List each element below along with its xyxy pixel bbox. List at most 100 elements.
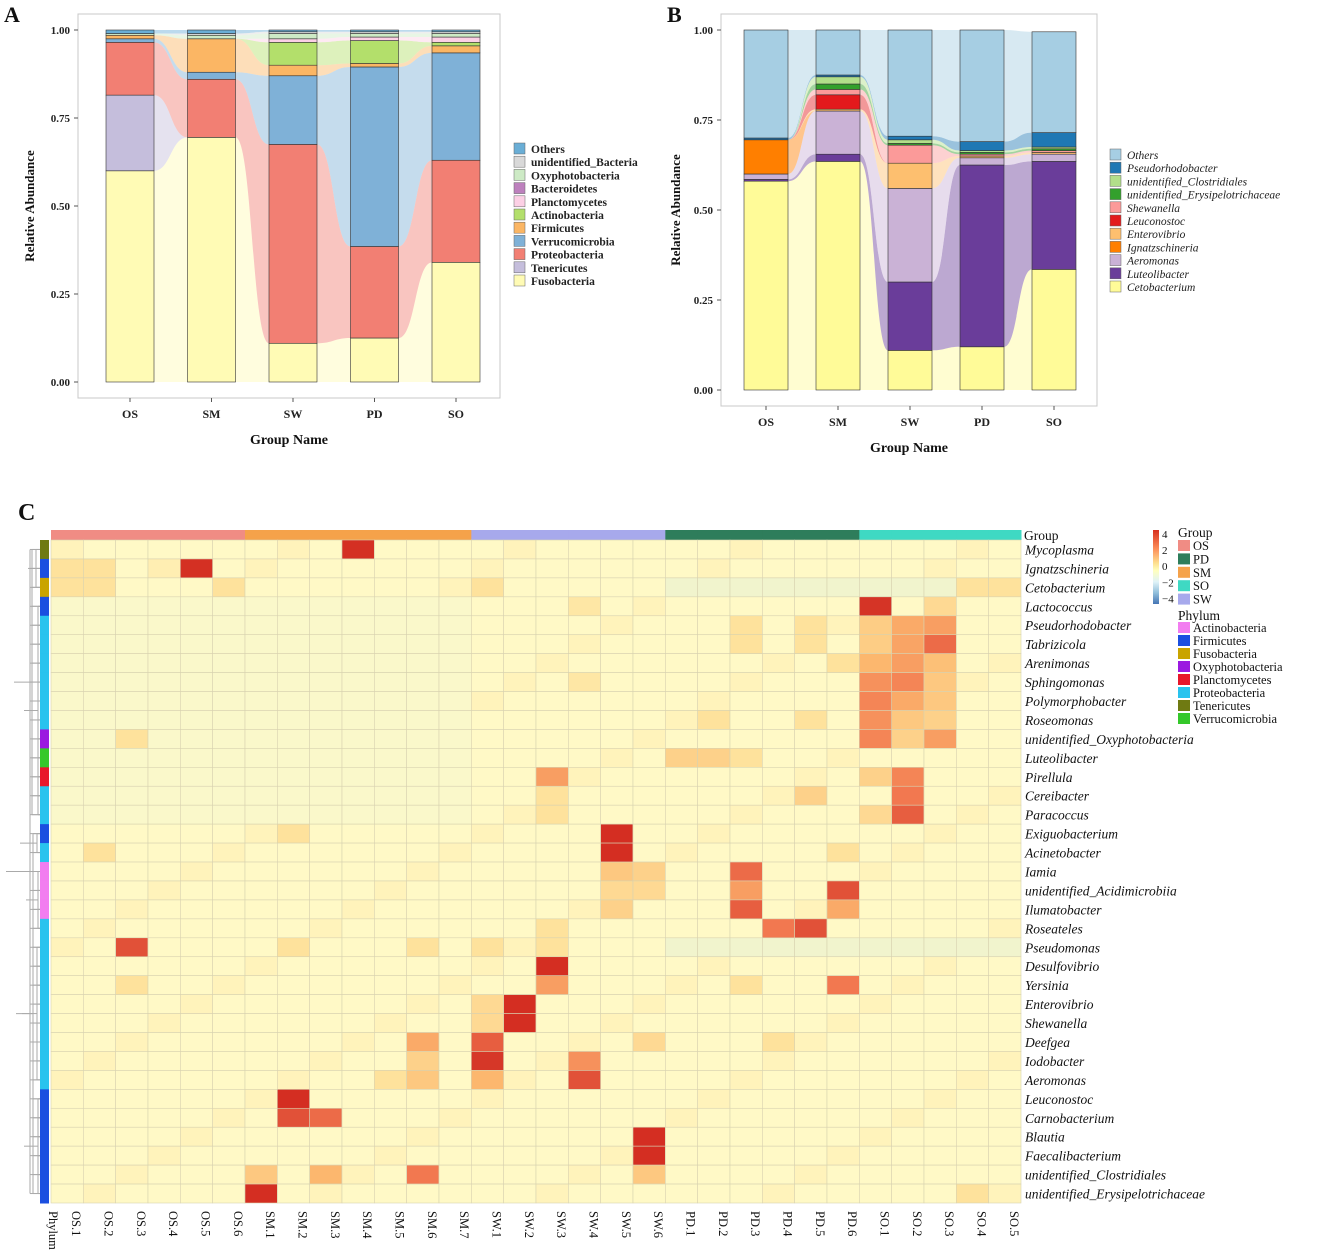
heatmap-cell-pseudomonas-so-3	[923, 937, 957, 958]
heatmap-cell-lactococcus-sw-2	[503, 596, 537, 617]
heatmap-cell-roseomonas-sm-6	[406, 710, 440, 730]
legend-swatch-firmicutes	[513, 221, 526, 234]
heatmap-cell-roseomonas-pd-3	[729, 710, 763, 730]
heatmap-cell-aeromonas-os-5	[180, 1070, 213, 1090]
legend-label-verrucomicrobia: Verrucomicrobia	[531, 236, 615, 248]
flow-band-others	[317, 30, 351, 32]
heatmap-cell-iodobacter-so-3	[923, 1051, 957, 1071]
heatmap-cell-acinetobacter-sw-4	[568, 842, 601, 863]
row-label-unidentified-oxyphotobacteria: unidentified_Oxyphotobacteria	[1025, 732, 1194, 747]
heatmap-cell-leuconostoc-sw-5	[600, 1089, 634, 1109]
heatmap-cell-unidentified-erysipelotrichaceae-os-1	[50, 1183, 84, 1204]
phylum-bar-polymorphobacter	[40, 691, 49, 711]
group-bar-sm-2	[277, 530, 311, 540]
heatmap-cell-unidentified-clostridiales-os-6	[212, 1164, 246, 1185]
flow-band-fusobacteria	[398, 262, 432, 382]
row-label-shewanella: Shewanella	[1025, 1016, 1087, 1031]
heatmap-cell-unidentified-acidimicrobiia-pd-4	[762, 880, 795, 901]
heatmap-cell-ignatzschineria-sm-2	[277, 558, 310, 579]
panel-c: C Group Mycoplasma Ignatzschineria Cetobacte…	[0, 482, 1325, 1255]
flow-band-oxyphotobacteria	[317, 33, 351, 39]
heatmap-cell-pirellula-pd-6	[826, 767, 860, 787]
heatmap-cell-acinetobacter-os-6	[212, 842, 246, 863]
phylum-bar-iodobacter	[40, 1051, 49, 1071]
heatmap-cell-luteolibacter-os-2	[83, 748, 116, 768]
heatmap-cell-luteolibacter-pd-4	[762, 748, 795, 768]
heatmap-cell-pseudorhodobacter-sm-2	[277, 615, 310, 636]
heatmap-cell-unidentified-erysipelotrichaceae-sm-5	[374, 1183, 407, 1204]
heatmap-cell-pirellula-sm-7	[438, 767, 472, 787]
heatmap-cell-desulfovibrio-sm-1	[244, 956, 278, 976]
heatmap-cell-tabrizicola-os-1	[50, 634, 84, 654]
flow-band-cetobacterium	[932, 346, 960, 390]
heatmap-cell-unidentified-clostridiales-sm-5	[374, 1164, 407, 1185]
heatmap-cell-aeromonas-pd-6	[826, 1070, 860, 1090]
heatmap-cell-pseudorhodobacter-sw-6	[632, 615, 666, 636]
heatmap-cell-roseomonas-pd-5	[794, 710, 828, 730]
col-label-so-3: SO.3	[942, 1211, 956, 1236]
heatmap-cell-cereibacter-so-2	[891, 785, 925, 806]
heatmap-cell-ignatzschineria-sm-1	[244, 558, 278, 579]
heatmap-cell-yersinia-sw-6	[632, 975, 666, 995]
flow-band-fusobacteria	[235, 137, 269, 382]
flow-band-aeromonas	[1004, 154, 1032, 165]
heatmap-cell-desulfovibrio-pd-4	[762, 956, 795, 976]
phylum-bar-unidentified-acidimicrobiia	[40, 880, 49, 901]
heatmap-cell-lactococcus-sm-2	[277, 596, 310, 617]
heatmap-cell-carnobacterium-sm-1	[244, 1107, 278, 1128]
heatmap-cell-faecalibacterium-sm-1	[244, 1145, 278, 1166]
bar-segment-os-fusobacteria	[105, 170, 155, 383]
heatmap-cell-exiguobacterium-sw-2	[503, 823, 537, 844]
legend-label-aeromonas: Aeromonas	[1126, 256, 1179, 268]
heatmap-cell-cereibacter-pd-5	[794, 785, 828, 806]
legend-group-label-pd: PD	[1193, 552, 1209, 566]
heatmap-cell-aeromonas-sw-4	[568, 1070, 601, 1090]
col-label-sm-7: SM.7	[457, 1211, 471, 1238]
heatmap-cell-enterovibrio-so-5	[988, 994, 1022, 1014]
heatmap-cell-cereibacter-pd-1	[665, 785, 698, 806]
heatmap-cell-mycoplasma-sm-3	[309, 539, 343, 560]
heatmap-cell-unidentified-oxyphotobacteria-os-2	[83, 729, 116, 749]
col-label-sm-5: SM.5	[393, 1211, 407, 1238]
bar-segment-os-firmicutes	[105, 34, 155, 40]
flow-band-actinobacteria	[317, 40, 351, 66]
flow-band-unidentified-bacteria	[317, 31, 351, 34]
flow-band-firmicutes	[398, 45, 432, 67]
heatmap-cell-cereibacter-sm-2	[277, 785, 310, 806]
flow-band-leuconostoc	[860, 94, 888, 164]
heatmap-cell-iodobacter-sw-1	[471, 1051, 504, 1071]
heatmap-cell-luteolibacter-sm-5	[374, 748, 407, 768]
col-label-sm-6: SM.6	[425, 1211, 439, 1238]
flow-band-fusobacteria	[154, 137, 188, 382]
heatmap-cell-roseateles-pd-6	[826, 918, 860, 939]
heatmap-cell-cereibacter-sw-6	[632, 785, 666, 806]
heatmap-cell-shewanella-pd-3	[729, 1013, 763, 1033]
heatmap-cell-sphingomonas-os-1	[50, 672, 84, 692]
heatmap-cell-acinetobacter-os-1	[50, 842, 84, 863]
heatmap-cell-tabrizicola-os-3	[115, 634, 149, 654]
heatmap-cell-carnobacterium-so-3	[923, 1107, 957, 1128]
heatmap-cell-cetobacterium-so-5	[988, 577, 1022, 598]
heatmap-cell-exiguobacterium-sm-6	[406, 823, 440, 844]
heatmap-cell-cetobacterium-so-4	[956, 577, 989, 598]
heatmap-cell-iamia-os-5	[180, 861, 213, 882]
heatmap-cell-yersinia-os-4	[147, 975, 181, 995]
heatmap-cell-faecalibacterium-so-5	[988, 1145, 1022, 1166]
heatmap-cell-polymorphobacter-os-5	[180, 691, 213, 711]
heatmap-cell-unidentified-oxyphotobacteria-sm-6	[406, 729, 440, 749]
phylum-bar-unidentified-oxyphotobacteria	[40, 729, 49, 749]
heatmap-cell-tabrizicola-os-6	[212, 634, 246, 654]
heatmap-cell-ilumatobacter-sm-4	[341, 899, 375, 920]
heatmap-cell-pseudomonas-pd-1	[665, 937, 698, 958]
heatmap-cell-roseateles-os-4	[147, 918, 181, 939]
color-scale-bar	[1153, 530, 1159, 604]
bar-segment-sw-verrucomicrobia	[268, 75, 318, 145]
heatmap-cell-pseudomonas-so-2	[891, 937, 925, 958]
heatmap-cell-leuconostoc-pd-6	[826, 1089, 860, 1109]
heatmap-cell-carnobacterium-os-1	[50, 1107, 84, 1128]
col-label-sm-4: SM.4	[360, 1211, 374, 1239]
heatmap-cell-luteolibacter-sm-6	[406, 748, 440, 768]
heatmap-cell-aeromonas-pd-2	[697, 1070, 731, 1090]
bar-segment-os-ignatzschineria	[743, 139, 789, 175]
y-axis-label: Relative Abundance	[22, 150, 37, 262]
